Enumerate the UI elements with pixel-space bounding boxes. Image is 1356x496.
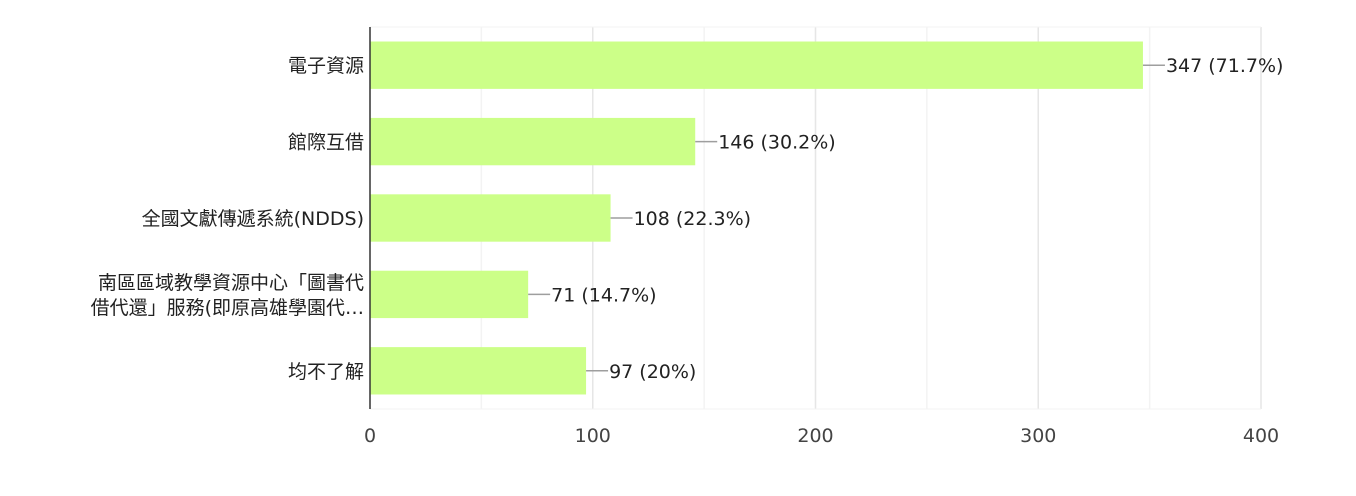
value-label: 71 (14.7%)	[551, 284, 656, 306]
x-tick-label: 400	[1243, 425, 1279, 447]
category-label: 借代還」服務(即原高雄學園代…	[91, 297, 364, 319]
bar	[370, 117, 696, 166]
category-label: 館際互借	[288, 132, 364, 154]
value-label: 146 (30.2%)	[718, 132, 836, 154]
bar-layer	[370, 41, 1143, 395]
category-label: 南區區域教學資源中心「圖書代	[98, 272, 364, 294]
x-tick-label: 300	[1020, 425, 1056, 447]
bar	[370, 41, 1143, 89]
value-label: 97 (20%)	[609, 361, 696, 383]
label-layer: 0 100 200 300 400 347 (71.7%) 電子資源 146 (30.2%) 館…	[91, 55, 1284, 447]
bar	[370, 270, 529, 319]
value-label: 347 (71.7%)	[1166, 55, 1284, 77]
bar	[370, 194, 611, 242]
category-label: 全國文獻傳遞系統(NDDS)	[142, 208, 364, 230]
x-tick-label: 0	[364, 425, 376, 447]
bar	[370, 347, 587, 395]
category-label: 電子資源	[288, 55, 364, 77]
x-tick-label: 200	[797, 425, 833, 447]
x-tick-label: 100	[575, 425, 611, 447]
value-label: 108 (22.3%)	[634, 208, 752, 230]
category-label: 均不了解	[288, 361, 364, 383]
